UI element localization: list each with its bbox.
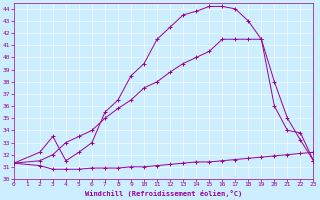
X-axis label: Windchill (Refroidissement éolien,°C): Windchill (Refroidissement éolien,°C): [85, 190, 242, 197]
